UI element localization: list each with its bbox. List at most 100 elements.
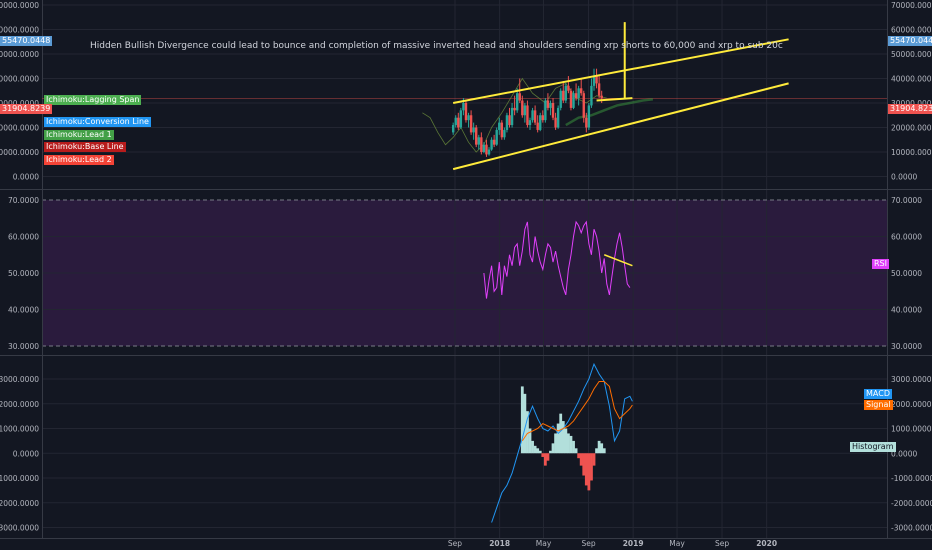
macd-histogram-bar	[531, 440, 534, 454]
macd-histogram-bar	[600, 443, 604, 454]
candle-body	[457, 117, 460, 128]
macd-histogram-bar	[528, 428, 532, 454]
candle-body	[454, 117, 457, 126]
macd-histogram-bar	[595, 448, 598, 454]
candle-body	[574, 93, 578, 99]
candle-body	[518, 93, 521, 101]
macd-histogram-bar	[592, 453, 596, 466]
candle-body	[505, 115, 509, 130]
price-y-tick-right: 60000.0000	[891, 26, 932, 35]
candle-body	[549, 103, 552, 108]
candle-body	[482, 144, 486, 152]
macd-histogram-bar	[536, 448, 540, 454]
x-tick-label: May	[536, 539, 552, 548]
candle-body	[562, 90, 565, 101]
candle-body	[539, 115, 542, 130]
macd-histogram-bar	[602, 448, 606, 454]
macd-histogram-bar	[561, 421, 565, 454]
macd-histogram-bar	[538, 450, 542, 454]
macd-y-tick-left: -1000.0000	[0, 474, 39, 483]
candle-body	[475, 127, 478, 145]
signal-tag: Signal	[864, 400, 893, 410]
histogram-tag: Histogram	[850, 442, 896, 452]
candle-body	[595, 76, 598, 84]
candle-body	[515, 93, 519, 111]
price-y-tick-left: 20000.0000	[0, 124, 39, 133]
rsi-trendline	[603, 254, 633, 267]
rsi-y-tick-left: 50.0000	[8, 269, 39, 278]
macd-histogram-bar	[523, 393, 527, 454]
macd-histogram-bar	[574, 448, 578, 454]
candle-body	[546, 100, 550, 108]
price-y-tick-left: 40000.0000	[0, 75, 39, 84]
x-tick-label: Sep	[448, 539, 462, 548]
candle-body	[544, 100, 547, 121]
candle-body	[564, 85, 568, 101]
rsi-y-tick-left: 30.0000	[8, 342, 39, 351]
price-y-tick-right: 0.0000	[891, 173, 917, 182]
candle-body	[523, 105, 527, 116]
price-trendline	[452, 82, 789, 171]
price-y-tick-left: 10000.0000	[0, 148, 39, 157]
rsi-tag: RSI	[872, 259, 889, 269]
price-y-tick-left: 30000.0000	[0, 99, 39, 108]
legend-lead-2: Ichimoku:Lead 2	[44, 155, 114, 165]
macd-histogram-bar	[551, 443, 555, 454]
legend-conversion-line: Ichimoku:Conversion Line	[44, 117, 151, 127]
rsi-y-tick-left: 40.0000	[8, 306, 39, 315]
candle-body	[577, 88, 580, 99]
price-y-tick-right: 20000.0000	[891, 124, 932, 133]
rsi-y-tick-right: 40.0000	[891, 306, 922, 315]
macd-y-tick-right: 3000.0000	[891, 375, 932, 384]
macd-y-tick-left: 1000.0000	[0, 425, 39, 434]
macd-y-tick-left: -3000.0000	[0, 524, 39, 533]
legend-lagging-span: Ichimoku:Lagging Span	[44, 95, 142, 105]
price-y-tick-left: 50000.0000	[0, 50, 39, 59]
macd-y-tick-left: -2000.0000	[0, 499, 39, 508]
legend-lead-1: Ichimoku:Lead 1	[44, 130, 114, 140]
macd-histogram-bar	[597, 440, 601, 454]
candle-body	[498, 122, 501, 130]
x-tick-label: 2019	[623, 539, 644, 548]
candle-body	[569, 90, 573, 108]
price-trendline	[452, 38, 789, 104]
macd-histogram-bar	[587, 453, 591, 491]
candle-body	[541, 115, 544, 121]
candle-body	[510, 107, 514, 126]
x-tick-label: 2020	[756, 539, 777, 548]
candle-body	[480, 137, 483, 152]
x-tick-label: Sep	[715, 539, 729, 548]
macd-histogram-bar	[543, 453, 547, 466]
candle-body	[533, 110, 537, 123]
macd-histogram-bar	[554, 433, 557, 454]
price-y-tick-left: 0.0000	[13, 173, 39, 182]
x-tick-label: Sep	[581, 539, 595, 548]
x-tick-label: May	[669, 539, 685, 548]
candle-body	[551, 103, 555, 118]
rsi-y-tick-right: 50.0000	[891, 269, 922, 278]
price-trendline	[596, 97, 633, 102]
legend-base-line: Ichimoku:Base Line	[44, 142, 126, 152]
macd-y-tick-right: 2000.0000	[891, 400, 932, 409]
candle-body	[597, 83, 601, 96]
candle-body	[459, 110, 463, 128]
rsi-y-tick-right: 60.0000	[891, 233, 922, 242]
macd-y-tick-right: -2000.0000	[891, 499, 932, 508]
ichimoku-cloud	[565, 98, 654, 127]
macd-histogram-bar	[520, 386, 524, 454]
candle-body	[531, 110, 534, 121]
macd-y-tick-right: -3000.0000	[891, 524, 932, 533]
candle-body	[536, 122, 539, 130]
rsi-y-tick-left: 60.0000	[8, 233, 39, 242]
candle-body	[495, 129, 498, 145]
price-y-tick-right: 70000.0000	[891, 1, 932, 10]
candle-body	[464, 103, 468, 121]
candle-body	[572, 93, 575, 108]
macd-histogram-bar	[546, 453, 550, 461]
macd-y-tick-right: 0.0000	[891, 449, 917, 458]
candle-body	[590, 85, 593, 106]
candle-body	[487, 149, 491, 155]
rsi-y-tick-right: 30.0000	[891, 342, 922, 351]
macd-histogram-bar	[584, 453, 588, 486]
